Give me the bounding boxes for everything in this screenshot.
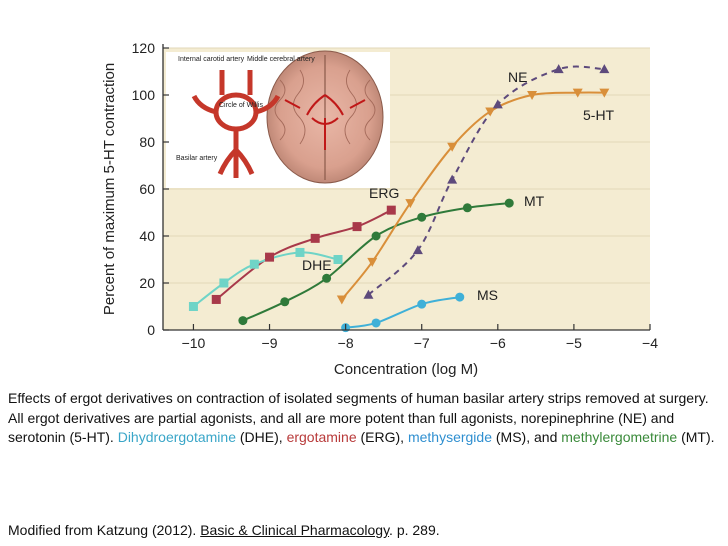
caption-after-mt: (MT). bbox=[677, 429, 715, 445]
marker-mt bbox=[322, 273, 332, 283]
marker-5ht bbox=[485, 107, 496, 117]
series-line-ne bbox=[367, 65, 605, 296]
brain-arteries bbox=[284, 94, 366, 150]
y-tick-label: 80 bbox=[139, 134, 155, 150]
marker-dhe bbox=[295, 247, 305, 257]
caption-dhe: Dihydroergotamine bbox=[117, 429, 236, 445]
marker-mt bbox=[504, 198, 514, 208]
x-tick-label: −8 bbox=[338, 335, 354, 351]
y-axis-title: Percent of maximum 5-HT contraction bbox=[101, 63, 118, 315]
y-tick-label: 40 bbox=[139, 228, 155, 244]
source-suffix: . p. 289. bbox=[389, 522, 440, 538]
y-tick-label: 20 bbox=[139, 275, 155, 291]
marker-erg bbox=[265, 252, 275, 262]
ticks: 0 20 40 60 80 100 120 −10 −9 −8 −7 −6 −5 −4 bbox=[132, 40, 659, 351]
series-line-ms bbox=[345, 296, 460, 329]
caption-text: Effects of ergot derivatives on contract… bbox=[8, 390, 709, 445]
series-line-5ht bbox=[341, 91, 605, 301]
marker-5ht bbox=[367, 257, 378, 267]
marker-5ht bbox=[405, 199, 416, 209]
chart-area: Internal carotid artery Middle cerebral … bbox=[101, 40, 659, 378]
source-citation: Modified from Katzung (2012). Basic & Cl… bbox=[8, 522, 440, 538]
y-tick-label: 60 bbox=[139, 181, 155, 197]
source-prefix: Modified from Katzung (2012). bbox=[8, 522, 201, 538]
marker-mt bbox=[371, 231, 381, 241]
y-tick-label: 120 bbox=[132, 40, 156, 56]
marker-ms bbox=[417, 299, 427, 309]
basilar-artery-drawing bbox=[191, 94, 281, 178]
marker-mt bbox=[280, 297, 290, 307]
caption-erg: ergotamine bbox=[286, 429, 357, 445]
marker-ne bbox=[553, 64, 564, 74]
marker-erg bbox=[352, 222, 362, 232]
x-tick-label: −5 bbox=[566, 335, 582, 351]
x-tick-label: −7 bbox=[414, 335, 430, 351]
figure-caption: Effects of ergot derivatives on contract… bbox=[8, 389, 724, 448]
y-tick-label: 100 bbox=[132, 87, 156, 103]
chart-svg: Internal carotid artery Middle cerebral … bbox=[101, 40, 659, 378]
caption-after-dhe: (DHE), bbox=[236, 429, 287, 445]
caption-mt: methylergometrine bbox=[561, 429, 678, 445]
caption-ms: methysergide bbox=[407, 429, 492, 445]
label-ms: MS bbox=[477, 287, 498, 303]
marker-5ht bbox=[336, 295, 347, 305]
marker-ms bbox=[371, 318, 381, 328]
marker-ne bbox=[412, 245, 423, 255]
marker-dhe bbox=[333, 255, 343, 264]
marker-5ht bbox=[599, 88, 610, 98]
inset-label-basilar: Basilar artery bbox=[176, 155, 218, 162]
marker-5ht bbox=[527, 91, 538, 100]
caption-after-ms: (MS), and bbox=[492, 429, 562, 445]
inset-label-circle-of-willis: Circle of Willis bbox=[219, 102, 263, 109]
label-dhe: DHE bbox=[302, 257, 332, 273]
marker-5ht bbox=[572, 88, 583, 98]
marker-dhe bbox=[249, 259, 259, 269]
marker-erg bbox=[211, 294, 221, 304]
marker-dhe bbox=[188, 302, 198, 311]
inset-label-internal-carotid: Internal carotid artery bbox=[178, 56, 245, 63]
marker-dhe bbox=[219, 278, 229, 288]
carotid-arteries bbox=[219, 70, 253, 95]
marker-ne bbox=[363, 289, 374, 299]
source-book: Basic & Clinical Pharmacology bbox=[200, 522, 390, 538]
marker-ne bbox=[599, 64, 610, 74]
inset-label-middle-cerebral: Middle cerebral artery bbox=[247, 56, 315, 63]
marker-erg bbox=[386, 205, 396, 215]
x-tick-label: −10 bbox=[182, 335, 206, 351]
x-tick-label: −9 bbox=[262, 335, 278, 351]
marker-mt bbox=[238, 316, 248, 326]
axes bbox=[162, 44, 650, 331]
brain-gyri bbox=[274, 69, 376, 145]
x-tick-label: −6 bbox=[490, 335, 506, 351]
marker-ne bbox=[447, 174, 458, 184]
anatomy-inset: Internal carotid artery Middle cerebral … bbox=[166, 50, 390, 188]
marker-mt bbox=[462, 203, 472, 213]
x-axis-title: Concentration (log M) bbox=[334, 361, 478, 378]
caption-after-erg: (ERG), bbox=[356, 429, 408, 445]
label-5ht: 5-HT bbox=[583, 107, 615, 123]
marker-mt bbox=[417, 212, 427, 222]
label-erg: ERG bbox=[369, 185, 399, 201]
x-tick-label: −4 bbox=[642, 335, 658, 351]
marker-ne bbox=[492, 99, 503, 109]
label-ne: NE bbox=[508, 69, 527, 85]
y-tick-label: 0 bbox=[147, 322, 155, 338]
label-mt: MT bbox=[524, 193, 545, 209]
marker-5ht bbox=[447, 142, 458, 152]
marker-ms bbox=[455, 292, 465, 302]
marker-erg bbox=[310, 233, 320, 243]
